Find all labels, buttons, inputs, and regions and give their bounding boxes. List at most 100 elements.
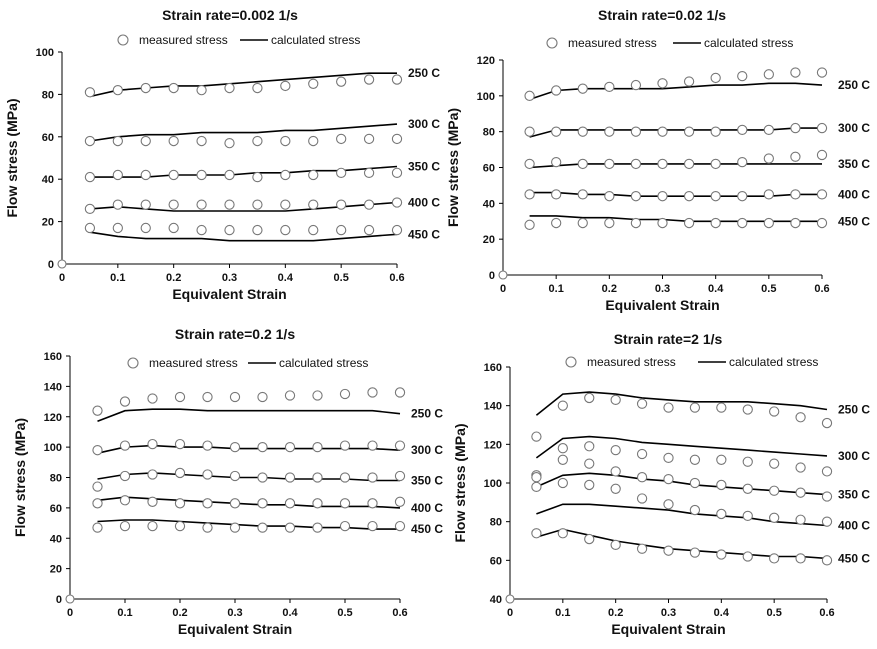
measured-point bbox=[657, 126, 668, 137]
calculated-curve bbox=[529, 163, 822, 169]
y-axis-label: Flow stress (MPa) bbox=[4, 98, 20, 217]
origin-marker bbox=[57, 259, 67, 269]
x-tick-label: 0.5 bbox=[337, 607, 352, 619]
measured-point bbox=[119, 440, 131, 451]
measured-point bbox=[252, 82, 263, 94]
measured-point bbox=[524, 189, 535, 200]
measured-point bbox=[363, 224, 375, 236]
origin-marker bbox=[65, 594, 75, 604]
measured-point bbox=[252, 224, 263, 236]
measured-point bbox=[224, 82, 235, 94]
calculated-curve bbox=[97, 519, 400, 530]
legend-measured-marker bbox=[565, 356, 577, 368]
measured-point bbox=[147, 469, 158, 480]
measured-point bbox=[636, 472, 648, 483]
measured-point bbox=[196, 85, 207, 96]
measured-point bbox=[683, 158, 695, 170]
measured-point bbox=[119, 470, 131, 482]
measured-point bbox=[202, 522, 213, 533]
measured-point bbox=[339, 520, 351, 532]
x-axis-label: Equivalent Strain bbox=[178, 621, 292, 637]
measured-point bbox=[112, 135, 123, 147]
series-250-c: 250 C bbox=[92, 387, 443, 423]
x-tick-label: 0.1 bbox=[549, 283, 564, 295]
chart-title: Strain rate=0.02 1/s bbox=[598, 7, 726, 23]
calculated-curve bbox=[529, 215, 822, 223]
y-tick-label: 0 bbox=[489, 270, 495, 282]
measured-point bbox=[524, 158, 535, 170]
measured-point bbox=[737, 217, 748, 229]
measured-point bbox=[710, 191, 721, 202]
measured-point bbox=[604, 126, 615, 137]
measured-point bbox=[551, 85, 562, 96]
measured-point bbox=[737, 191, 748, 202]
x-tick-label: 0.2 bbox=[166, 272, 181, 284]
measured-point bbox=[367, 387, 378, 398]
measured-point bbox=[716, 549, 727, 560]
measured-point bbox=[140, 169, 151, 181]
y-tick-label: 40 bbox=[483, 198, 495, 210]
calculated-curve bbox=[529, 82, 823, 101]
measured-point bbox=[795, 462, 806, 473]
measured-point bbox=[92, 481, 103, 492]
measured-point bbox=[174, 467, 186, 479]
measured-point bbox=[168, 82, 179, 94]
measured-point bbox=[224, 169, 235, 181]
measured-point bbox=[683, 126, 695, 137]
measured-point bbox=[716, 454, 727, 465]
measured-point bbox=[196, 135, 207, 147]
measured-point bbox=[604, 81, 615, 93]
measured-point bbox=[229, 441, 241, 453]
measured-point bbox=[663, 452, 674, 464]
x-tick-label: 0.1 bbox=[117, 607, 132, 619]
measured-point bbox=[196, 169, 207, 181]
measured-point bbox=[663, 402, 674, 413]
measured-point bbox=[168, 169, 179, 181]
series-450-c: 450 C bbox=[92, 519, 443, 536]
chart-title: Strain rate=2 1/s bbox=[614, 331, 723, 347]
measured-point bbox=[657, 191, 668, 202]
y-tick-label: 140 bbox=[484, 401, 502, 413]
y-tick-label: 0 bbox=[48, 259, 54, 271]
temperature-label: 250 C bbox=[838, 403, 870, 417]
temperature-label: 450 C bbox=[838, 551, 870, 565]
measured-point bbox=[280, 224, 291, 236]
measured-point bbox=[339, 498, 351, 509]
measured-point bbox=[737, 70, 748, 82]
temperature-label: 400 C bbox=[838, 519, 870, 533]
measured-point bbox=[636, 543, 648, 554]
calculated-curve bbox=[97, 408, 401, 423]
measured-point bbox=[147, 393, 158, 404]
y-tick-label: 0 bbox=[56, 594, 62, 606]
series-400-c: 400 C bbox=[524, 187, 870, 202]
series-400-c: 400 C bbox=[92, 495, 443, 515]
y-tick-label: 40 bbox=[42, 174, 54, 186]
measured-point bbox=[763, 217, 774, 229]
x-tick-label: 0.4 bbox=[282, 607, 298, 619]
measured-point bbox=[551, 217, 562, 229]
measured-point bbox=[119, 396, 131, 407]
x-tick-label: 0.2 bbox=[608, 607, 623, 619]
y-axis-label: Flow stress (MPa) bbox=[445, 108, 461, 227]
measured-point bbox=[308, 169, 319, 181]
y-tick-label: 60 bbox=[42, 132, 54, 144]
measured-point bbox=[604, 158, 615, 170]
x-tick-label: 0.4 bbox=[714, 607, 730, 619]
measured-point bbox=[252, 199, 263, 210]
measured-point bbox=[663, 545, 674, 556]
legend-measured-label: measured stress bbox=[568, 36, 657, 50]
measured-point bbox=[284, 522, 296, 533]
calculated-curve bbox=[536, 528, 828, 560]
measured-point bbox=[84, 203, 96, 215]
measured-point bbox=[557, 443, 568, 454]
measured-point bbox=[610, 483, 621, 494]
measured-point bbox=[312, 472, 323, 483]
measured-point bbox=[92, 405, 103, 416]
measured-point bbox=[312, 522, 323, 533]
series-450-c: 450 C bbox=[531, 528, 870, 566]
measured-point bbox=[630, 217, 642, 229]
measured-point bbox=[284, 472, 296, 483]
x-tick-label: 0.1 bbox=[110, 272, 125, 284]
temperature-label: 400 C bbox=[411, 501, 443, 515]
series-350-c: 350 C bbox=[84, 159, 440, 183]
